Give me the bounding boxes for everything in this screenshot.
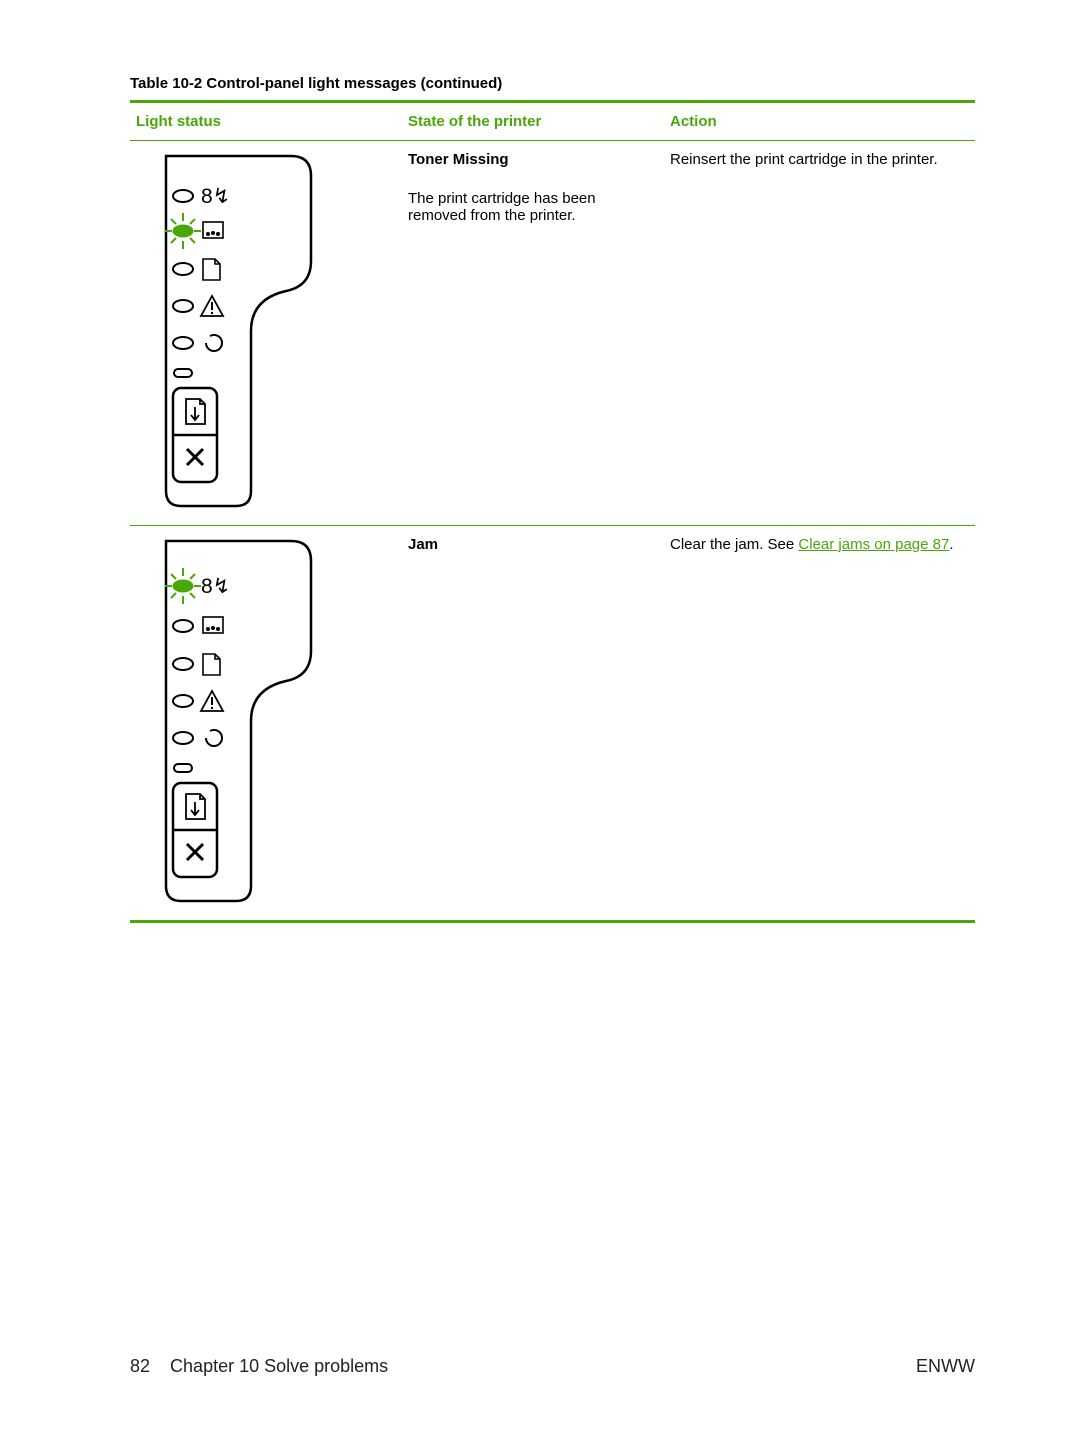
svg-text:8↯: 8↯ — [201, 185, 230, 208]
page-footer: 82 Chapter 10 Solve problems ENWW — [0, 1356, 1080, 1377]
control-panel-toner-missing-icon: 8↯ — [136, 151, 326, 511]
col-header-light-status: Light status — [130, 102, 402, 141]
col-header-action: Action — [664, 102, 975, 141]
control-panel-jam-icon: 8↯ — [136, 536, 326, 906]
row1-action-text: Reinsert the print cartridge in the prin… — [670, 151, 938, 168]
table-caption: Table 10-2 Control-panel light messages … — [130, 75, 975, 92]
footer-right: ENWW — [916, 1356, 975, 1377]
row1-state-title: Toner Missing — [408, 151, 658, 168]
page-number: 82 — [130, 1356, 150, 1376]
table-row: 8↯ — [130, 141, 975, 526]
row2-action-prefix: Clear the jam. See — [670, 536, 798, 553]
col-header-state: State of the printer — [402, 102, 664, 141]
row2-action-suffix: . — [949, 536, 953, 553]
row2-state-title: Jam — [408, 536, 658, 553]
light-messages-table: Light status State of the printer Action… — [130, 100, 975, 923]
chapter-title: Chapter 10 Solve problems — [170, 1356, 388, 1376]
table-row: 8↯ — [130, 526, 975, 922]
row1-state-desc: The print cartridge has been removed fro… — [408, 190, 596, 224]
clear-jams-link[interactable]: Clear jams on page 87 — [798, 536, 949, 553]
svg-text:8↯: 8↯ — [201, 575, 230, 598]
